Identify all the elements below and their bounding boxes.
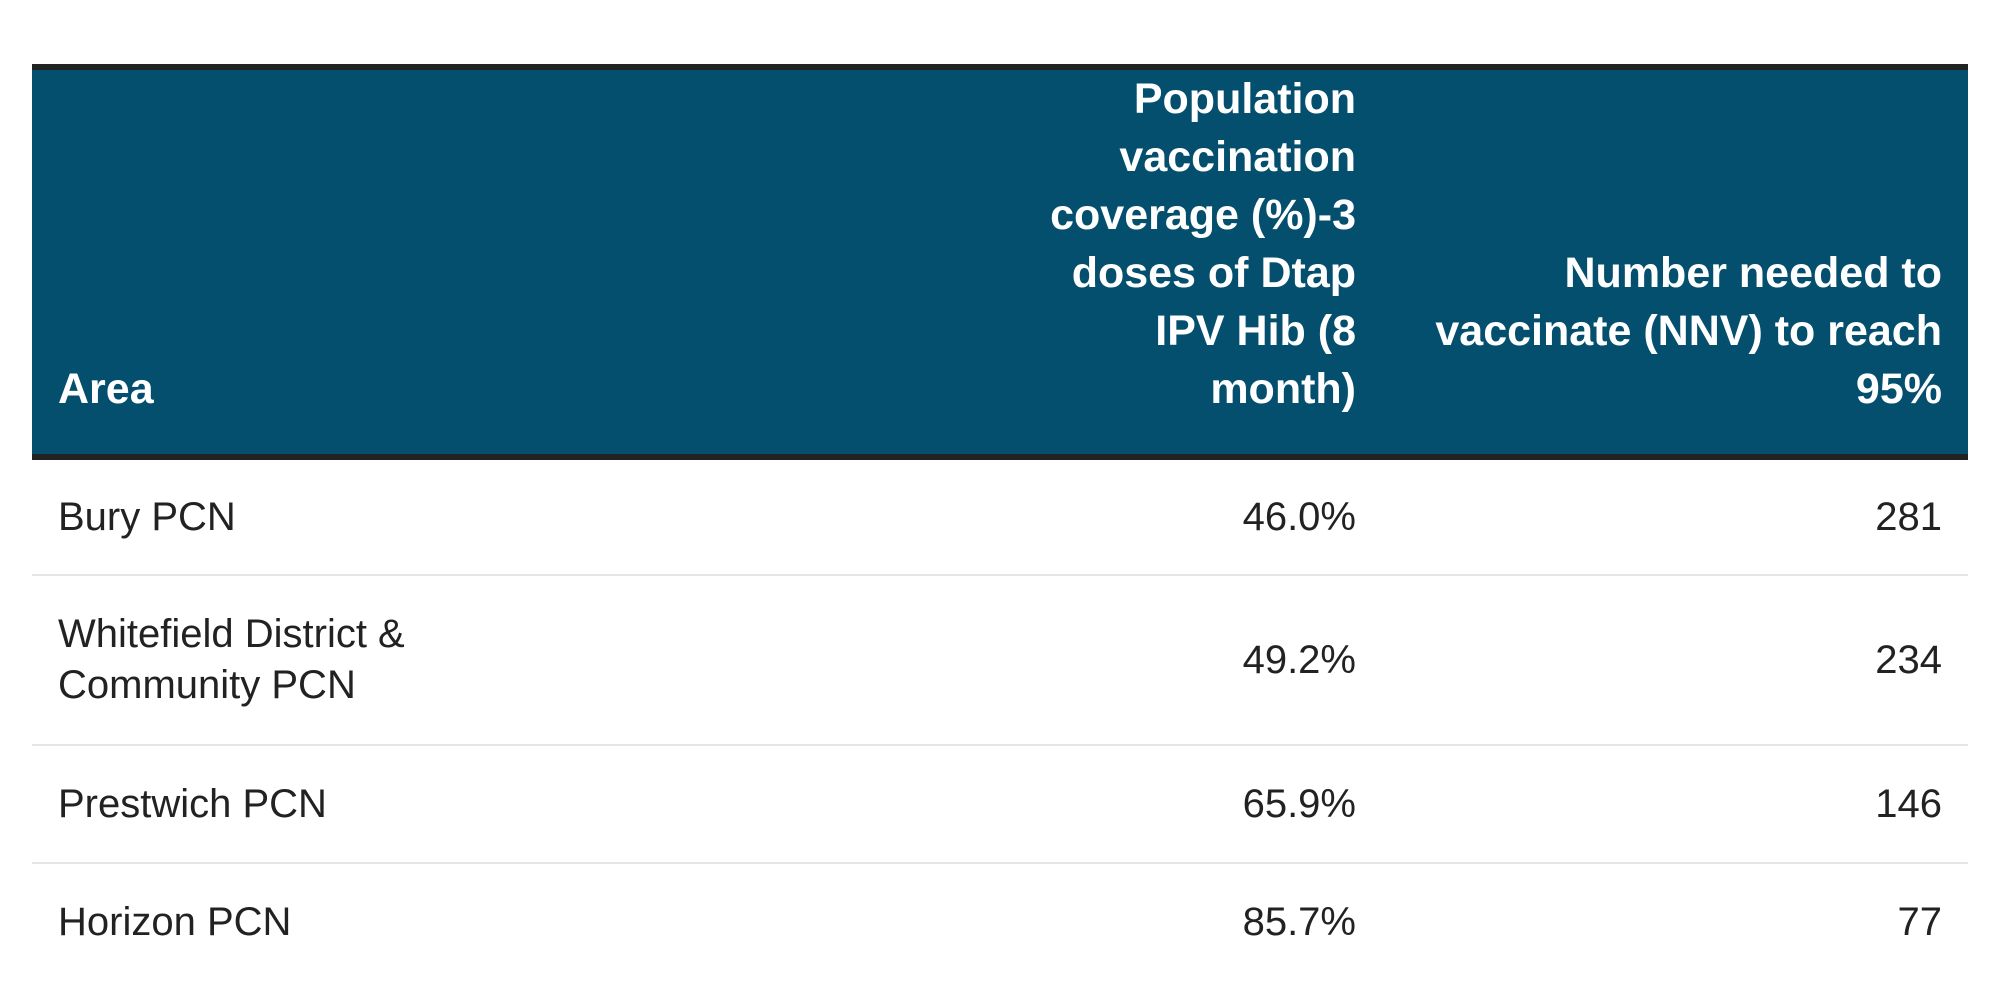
- table-row: Whitefield District & Community PCN 49.2…: [32, 575, 1968, 746]
- coverage-cell: 46.0%: [1032, 457, 1382, 576]
- area-cell: Whitefield District & Community PCN: [32, 575, 1032, 746]
- vaccination-table-container: Area Population vaccination coverage (%)…: [32, 64, 1968, 981]
- column-header-area: Area: [32, 64, 1032, 460]
- area-cell: Prestwich PCN: [32, 745, 1032, 864]
- coverage-cell: 85.7%: [1242, 900, 1356, 944]
- area-label: Whitefield District & Community PCN: [58, 612, 405, 707]
- table-body: Bury PCN 46.0% 281 Whitefield District &…: [32, 457, 1968, 981]
- coverage-cell: 65.9%: [1032, 745, 1382, 864]
- nnv-cell: 281: [1382, 457, 1968, 576]
- area-label: Bury PCN: [58, 494, 236, 539]
- table-row: Horizon PCN 85.7% 77: [32, 863, 1968, 981]
- table-row: Bury PCN 46.0% 281: [32, 457, 1968, 576]
- nnv-cell: 234: [1382, 575, 1968, 746]
- nnv-cell: 77: [1897, 900, 1943, 944]
- coverage-cell: 49.2%: [1032, 575, 1382, 746]
- area-label: Prestwich PCN: [58, 781, 327, 826]
- vaccination-coverage-table: Area Population vaccination coverage (%)…: [32, 64, 1968, 981]
- header-row: Area Population vaccination coverage (%)…: [32, 64, 1968, 460]
- nnv-cell: 146: [1382, 745, 1968, 864]
- area-cell: Bury PCN: [32, 457, 1032, 576]
- column-header-nnv: Number needed to vaccinate (NNV) to reac…: [1382, 64, 1968, 460]
- area-label: Horizon PCN: [58, 900, 292, 944]
- table-row: Prestwich PCN 65.9% 146: [32, 745, 1968, 864]
- table-header: Area Population vaccination coverage (%)…: [32, 64, 1968, 460]
- area-cell: Horizon PCN: [32, 863, 1032, 981]
- column-header-coverage: Population vaccination coverage (%)-3 do…: [1032, 64, 1382, 460]
